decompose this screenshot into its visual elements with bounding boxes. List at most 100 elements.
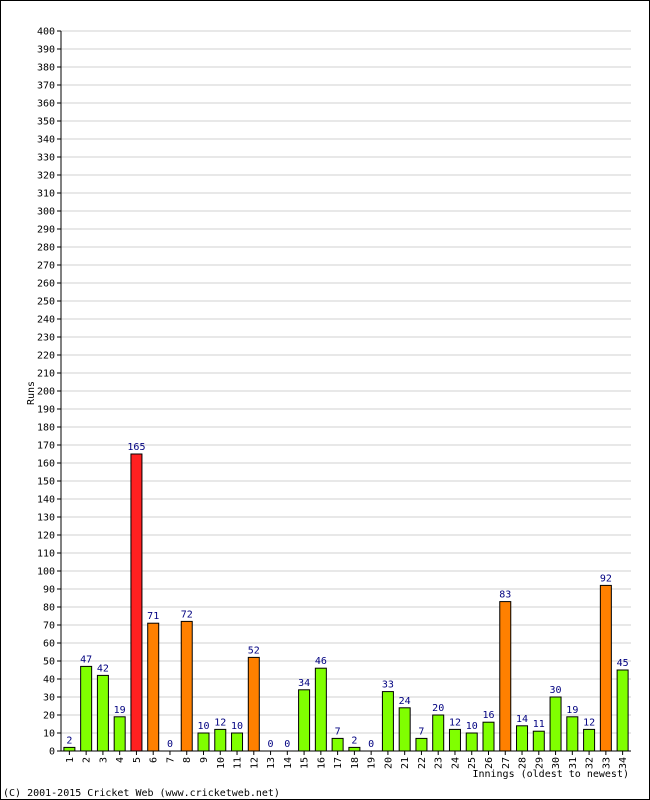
- value-label: 16: [482, 710, 494, 721]
- bar-innings-6: [147, 622, 160, 752]
- bar-innings-20: [381, 691, 394, 752]
- y-tick-label: 240: [37, 315, 55, 326]
- bar-innings-18: [348, 746, 361, 752]
- x-tick-label: 2: [82, 757, 93, 763]
- x-tick-label: 11: [233, 757, 244, 769]
- x-axis-ticks: 1 2 3 4 5 6 7 8 9 10 11 12 13 14 15 16 17 18 19 20 21 22 23 24 2…: [65, 751, 629, 769]
- y-tick-label: 330: [37, 153, 55, 164]
- y-tick-label: 210: [37, 369, 55, 380]
- bar-innings-17: [331, 737, 344, 752]
- y-tick-label: 80: [43, 603, 55, 614]
- x-tick-label: 4: [115, 757, 126, 763]
- bar-innings-27: [499, 601, 512, 752]
- x-tick-label: 1: [65, 757, 76, 763]
- value-label: 0: [368, 739, 374, 750]
- bar-innings-4: [113, 716, 126, 752]
- y-tick-label: 50: [43, 657, 55, 668]
- value-label: 45: [617, 658, 629, 669]
- y-tick-label: 290: [37, 225, 55, 236]
- value-label: 0: [268, 739, 274, 750]
- x-tick-label: 12: [249, 757, 260, 769]
- bar-innings-2: [80, 665, 93, 752]
- value-label: 46: [315, 656, 327, 667]
- x-tick-label: 21: [400, 757, 411, 769]
- value-label: 12: [583, 717, 595, 728]
- y-tick-label: 260: [37, 279, 55, 290]
- value-label: 7: [418, 726, 424, 737]
- y-tick-label: 390: [37, 45, 55, 56]
- bar-innings-11: [231, 732, 244, 752]
- value-label: 14: [516, 714, 528, 725]
- x-tick-label: 28: [518, 757, 529, 769]
- x-tick-label: 19: [367, 757, 378, 769]
- y-tick-label: 130: [37, 513, 55, 524]
- x-tick-label: 32: [585, 757, 596, 769]
- value-label: 47: [80, 654, 92, 665]
- x-tick-label: 15: [300, 757, 311, 769]
- bar-innings-3: [96, 674, 109, 752]
- y-tick-label: 110: [37, 549, 55, 560]
- bar-innings-25: [465, 732, 478, 752]
- bar-innings-30: [549, 696, 562, 752]
- y-axis-ticks: 0 10 20 30 40 50 60 70 80 90 100 110 120 130 140 150 160…: [37, 27, 61, 758]
- y-tick-label: 310: [37, 189, 55, 200]
- x-tick-label: 31: [568, 757, 579, 769]
- value-label: 42: [97, 663, 109, 674]
- y-tick-label: 100: [37, 567, 55, 578]
- y-tick-label: 380: [37, 63, 55, 74]
- y-tick-label: 400: [37, 27, 55, 38]
- bar-innings-34: [616, 669, 629, 752]
- value-label: 0: [284, 739, 290, 750]
- copyright-text: (C) 2001-2015 Cricket Web (www.cricketwe…: [3, 788, 280, 799]
- y-tick-label: 10: [43, 729, 55, 740]
- value-label: 71: [147, 611, 159, 622]
- value-label: 165: [127, 442, 145, 453]
- y-tick-label: 0: [49, 747, 55, 758]
- x-tick-label: 5: [132, 757, 143, 763]
- value-label: 2: [66, 735, 72, 746]
- x-tick-label: 30: [551, 757, 562, 769]
- value-label: 33: [382, 680, 394, 691]
- x-tick-label: 10: [216, 757, 227, 769]
- bar-innings-24: [448, 728, 461, 752]
- bar-innings-15: [298, 689, 311, 752]
- x-tick-label: 34: [618, 757, 629, 769]
- x-tick-label: 18: [350, 757, 361, 769]
- y-tick-label: 320: [37, 171, 55, 182]
- y-tick-label: 60: [43, 639, 55, 650]
- y-tick-label: 70: [43, 621, 55, 632]
- y-tick-label: 150: [37, 477, 55, 488]
- value-label: 19: [566, 705, 578, 716]
- value-label: 7: [335, 726, 341, 737]
- bar-innings-28: [516, 725, 529, 752]
- y-tick-label: 160: [37, 459, 55, 470]
- value-label: 10: [466, 721, 478, 732]
- y-axis-title: Runs: [26, 381, 37, 405]
- value-label: 20: [432, 703, 444, 714]
- bar-innings-10: [214, 728, 227, 752]
- value-label: 24: [399, 696, 411, 707]
- y-tick-label: 180: [37, 423, 55, 434]
- value-label: 83: [499, 590, 511, 601]
- value-label: 10: [231, 721, 243, 732]
- x-tick-label: 14: [283, 757, 294, 769]
- grid-lines: [61, 30, 631, 752]
- value-label: 92: [600, 573, 612, 584]
- bar-innings-12: [247, 656, 260, 752]
- y-tick-label: 360: [37, 99, 55, 110]
- value-label: 72: [181, 609, 193, 620]
- x-tick-label: 16: [316, 757, 327, 769]
- y-tick-label: 40: [43, 675, 55, 686]
- y-tick-label: 90: [43, 585, 55, 596]
- x-tick-label: 33: [601, 757, 612, 769]
- x-axis-title: Innings (oldest to newest): [472, 769, 629, 780]
- x-tick-label: 29: [534, 757, 545, 769]
- value-label: 52: [248, 645, 260, 656]
- value-label: 2: [351, 735, 357, 746]
- y-tick-label: 30: [43, 693, 55, 704]
- value-label: 10: [197, 721, 209, 732]
- bar-innings-32: [583, 728, 596, 752]
- y-tick-label: 20: [43, 711, 55, 722]
